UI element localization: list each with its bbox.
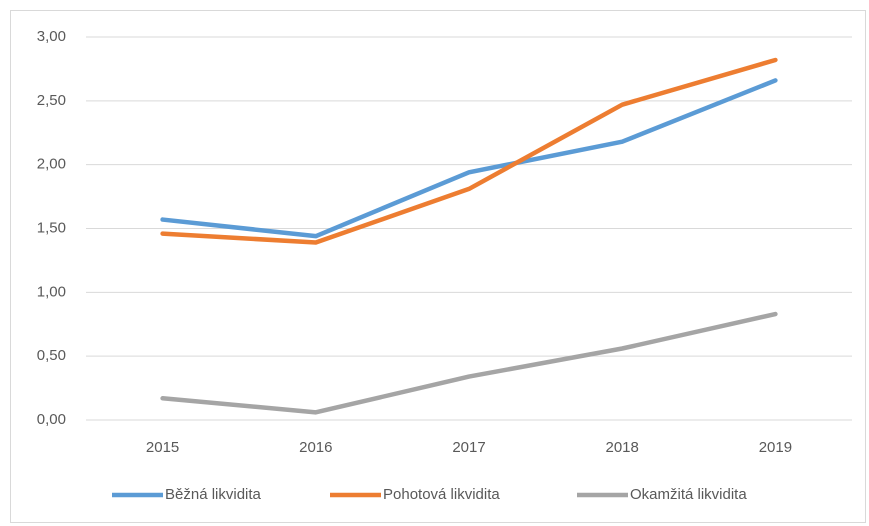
- x-tick-label: 2018: [606, 439, 639, 456]
- chart-border: [10, 10, 866, 523]
- y-tick-label: 1,50: [37, 219, 66, 236]
- y-tick-label: 1,00: [37, 283, 66, 300]
- series-line: [160, 57, 778, 245]
- x-tick-label: 2017: [452, 439, 485, 456]
- y-tick-label: 0,00: [37, 411, 66, 428]
- x-tick-label: 2019: [759, 439, 792, 456]
- legend-label: Běžná likvidita: [165, 486, 262, 503]
- legend-label: Okamžitá likvidita: [630, 486, 747, 503]
- series-line: [160, 78, 778, 239]
- y-tick-label: 2,50: [37, 92, 66, 109]
- x-tick-label: 2015: [146, 439, 179, 456]
- legend-label: Pohotová likvidita: [383, 486, 500, 503]
- y-tick-label: 0,50: [37, 347, 66, 364]
- series-line: [160, 311, 778, 415]
- x-tick-label: 2016: [299, 439, 332, 456]
- y-tick-label: 2,00: [37, 156, 66, 173]
- y-tick-label: 3,00: [37, 28, 66, 45]
